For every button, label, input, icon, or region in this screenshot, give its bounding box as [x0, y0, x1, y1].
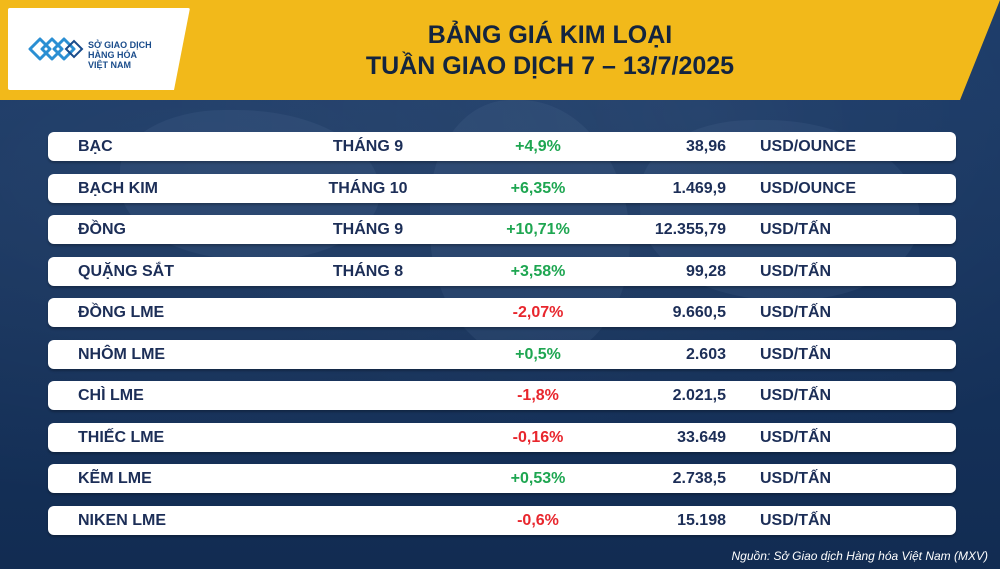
table-row: KẼM LME +0,53% 2.738,5 USD/TẤN — [48, 464, 956, 493]
table-row: BẠCH KIM THÁNG 10 +6,35% 1.469,9 USD/OUNCE — [48, 173, 956, 203]
contract-month: THÁNG 9 — [332, 138, 404, 155]
contract-month: THÁNG 8 — [332, 262, 404, 280]
logo-line-1: SỞ GIAO DỊCH — [88, 40, 152, 50]
table-row: NIKEN LME -0,6% 15.198 USD/TẤN — [48, 505, 956, 535]
percent-change: +0,5% — [515, 345, 561, 363]
price-unit: USD/OUNCE — [760, 179, 857, 197]
logo: SỞ GIAO DỊCH HÀNG HÓA VIỆT NAM — [8, 8, 190, 90]
table-row: THIẾC LME -0,16% 33.649 USD/TẤN — [48, 422, 956, 452]
metal-name: NHÔM LME — [78, 345, 166, 363]
metal-name: BẠCH KIM — [78, 179, 158, 197]
price-unit: USD/TẤN — [760, 511, 832, 529]
price-table: BẠC THÁNG 9 +4,9% 38,96 USD/OUNCE BẠCH KIM THÁ… — [48, 132, 956, 547]
price-value: 33.649 — [677, 428, 726, 446]
table-row: ĐỒNG LME -2,07% 9.660,5 USD/TẤN — [48, 298, 956, 327]
metal-name: ĐỒNG LME — [78, 304, 165, 321]
metal-name: QUẶNG SẮT — [78, 262, 174, 280]
percent-change: +6,35% — [510, 179, 566, 197]
percent-change: +3,58% — [510, 262, 566, 280]
contract-month: THÁNG 9 — [332, 221, 404, 238]
price-unit: USD/TẤN — [760, 221, 832, 238]
price-unit: USD/OUNCE — [760, 138, 857, 155]
table-row: CHÌ LME -1,8% 2.021,5 USD/TẤN — [48, 381, 956, 410]
percent-change: -2,07% — [512, 304, 564, 321]
metal-name: ĐỒNG — [78, 221, 126, 238]
price-unit: USD/TẤN — [760, 428, 832, 446]
metal-name: NIKEN LME — [78, 511, 166, 529]
price-value: 2.603 — [685, 345, 726, 363]
price-unit: USD/TẤN — [760, 345, 832, 363]
price-value: 12.355,79 — [654, 221, 726, 238]
price-value: 9.660,5 — [672, 304, 726, 321]
page-title: BẢNG GIÁ KIM LOẠI TUẦN GIAO DỊCH 7 – 13/… — [240, 20, 860, 82]
table-row: BẠC THÁNG 9 +4,9% 38,96 USD/OUNCE — [48, 132, 956, 161]
logo-text: SỞ GIAO DỊCH HÀNG HÓA VIỆT NAM — [88, 40, 178, 70]
price-unit: USD/TẤN — [760, 387, 832, 404]
percent-change: +0,53% — [510, 470, 566, 487]
logo-line-2: HÀNG HÓA — [88, 50, 137, 60]
price-value: 15.198 — [677, 511, 726, 529]
metal-name: CHÌ LME — [78, 387, 144, 404]
table-row: NHÔM LME +0,5% 2.603 USD/TẤN — [48, 339, 956, 369]
percent-change: +4,9% — [515, 138, 561, 155]
price-unit: USD/TẤN — [760, 304, 832, 321]
title-line-1: BẢNG GIÁ KIM LOẠI — [427, 21, 673, 49]
price-value: 2.021,5 — [672, 387, 726, 404]
price-value: 1.469,9 — [672, 179, 726, 197]
metal-name: KẼM LME — [78, 470, 152, 487]
price-unit: USD/TẤN — [760, 262, 832, 280]
table-row: QUẶNG SẮT THÁNG 8 +3,58% 99,28 USD/TẤN — [48, 256, 956, 286]
price-value: 2.738,5 — [672, 470, 726, 487]
contract-month: THÁNG 10 — [328, 179, 408, 197]
title-line-2: TUẦN GIAO DỊCH 7 – 13/7/2025 — [365, 52, 735, 80]
source-note: Nguồn: Sở Giao dịch Hàng hóa Việt Nam (M… — [731, 549, 989, 563]
percent-change: -0,6% — [517, 511, 559, 529]
logo-mark-icon — [28, 37, 84, 61]
percent-change: +10,71% — [506, 221, 570, 238]
percent-change: -1,8% — [517, 387, 559, 404]
logo-line-3: VIỆT NAM — [88, 60, 132, 70]
metal-name: THIẾC LME — [78, 428, 165, 446]
price-value: 38,96 — [685, 138, 726, 155]
price-value: 99,28 — [685, 262, 726, 280]
metal-name: BẠC — [78, 138, 113, 155]
price-unit: USD/TẤN — [760, 470, 832, 487]
table-row: ĐỒNG THÁNG 9 +10,71% 12.355,79 USD/TẤN — [48, 215, 956, 244]
percent-change: -0,16% — [512, 428, 564, 446]
